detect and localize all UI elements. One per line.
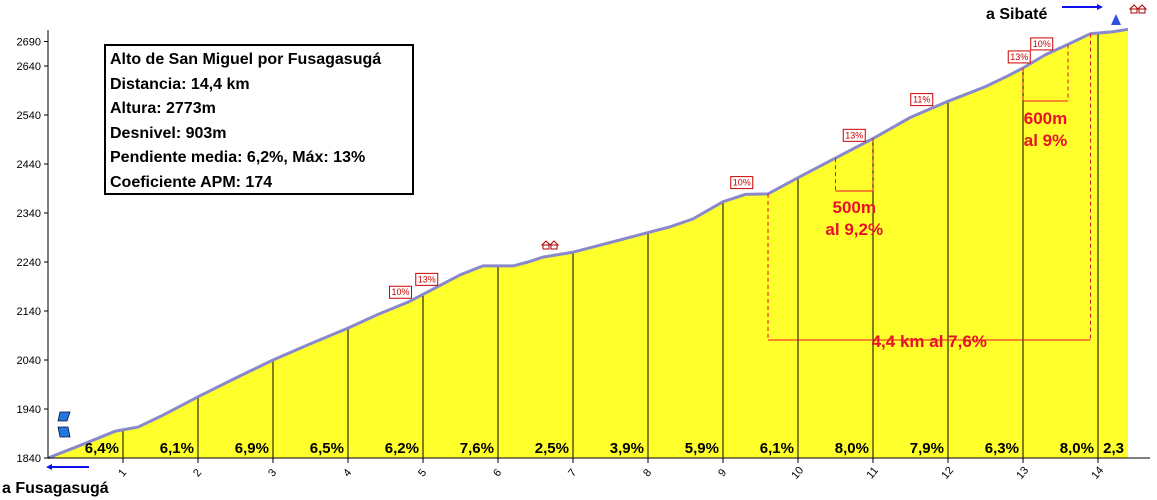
summit-icon [1111, 14, 1121, 25]
house-icon [540, 240, 560, 250]
info-distance: Distancia: 14,4 km [110, 75, 250, 93]
info-title: Alto de San Miguel por Fusagasugá [110, 51, 382, 68]
annotation-label: 600m [1024, 109, 1067, 128]
x-tick-label: 4 [341, 467, 354, 479]
y-tick-label: 2040 [17, 355, 41, 367]
segment-grade-label: 6,1% [160, 440, 194, 457]
segment-grade-label: 2,5% [535, 440, 569, 457]
x-tick-label: 13 [1014, 465, 1031, 482]
grade-marker-box [730, 176, 754, 190]
grade-markers: 10% 13% 10% 13% 11% 13% 10% [389, 37, 1054, 299]
y-tick-label: 2340 [17, 208, 41, 220]
annotations: 4,4 km al 7,6% 500m al 9,2% 600m al 9% [767, 33, 1091, 351]
info-gradient: Pendiente media: 6,2%, Máx: 13% [110, 149, 366, 166]
x-tick-label: 2 [191, 467, 204, 479]
x-tick-label: 8 [641, 467, 654, 479]
arrow-left-icon [46, 464, 89, 470]
grade-marker: 11% [910, 93, 934, 107]
x-tick-label: 1 [116, 467, 129, 479]
grade-marker-box [842, 128, 866, 142]
grade-marker: 10% [389, 285, 412, 299]
segment-grade-label: 6,3% [985, 440, 1019, 457]
segment-grade-label: 6,1% [760, 440, 794, 457]
info-elevation-gain: Desnivel: 903m [110, 124, 227, 142]
segment-grade-label: 7,9% [910, 440, 944, 457]
y-tick-label: 1840 [17, 453, 41, 465]
x-tick-label: 3 [266, 467, 279, 479]
grade-marker-box [415, 272, 439, 286]
segment-grade-labels: 6,4% 6,1% 6,9% 6,5% 6,2% 7,6% 2,5% 3,9% 5,9% 6,1%… [85, 440, 1124, 457]
start-sign-icon [57, 411, 71, 438]
grade-marker-label: 13% [418, 274, 436, 284]
y-tick-label: 1940 [17, 404, 41, 416]
end-direction-label: a Sibaté [986, 6, 1047, 23]
y-tick-label: 2240 [17, 257, 41, 269]
grade-marker-box [1030, 37, 1054, 51]
segment-grade-label: 5,9% [685, 440, 719, 457]
start-direction-label: a Fusagasugá [2, 480, 109, 497]
grade-marker-box [1007, 50, 1031, 64]
x-tick-label: 6 [491, 467, 504, 479]
grade-marker: 13% [415, 272, 439, 286]
axes [47, 30, 1150, 459]
x-tick-label: 7 [566, 467, 579, 479]
y-tick-label: 2690 [17, 37, 41, 49]
annotation-label: 500m [833, 198, 876, 217]
info-apm: Coeficiente APM: 174 [110, 173, 273, 191]
x-tick-label: 5 [416, 467, 429, 479]
grade-marker-label: 13% [845, 130, 863, 140]
arrow-right-icon [1062, 4, 1103, 10]
y-tick-label: 2640 [17, 61, 41, 73]
grade-marker-label: 13% [1010, 52, 1028, 62]
x-tick-label: 10 [789, 465, 806, 482]
grade-marker-label: 10% [733, 178, 751, 188]
y-tick-label: 2440 [17, 159, 41, 171]
elevation-line [47, 27, 1129, 460]
grade-marker-box [389, 285, 412, 299]
annotation-label: al 9% [1024, 131, 1067, 150]
decorations: a Fusagasugá a Sibaté [2, 4, 1148, 497]
grade-marker: 10% [1030, 37, 1054, 51]
info-box: Alto de San Miguel por Fusagasugá Distan… [104, 44, 414, 195]
grade-marker: 13% [1007, 50, 1031, 64]
info-altitude: Altura: 2773m [110, 100, 216, 117]
house-icon [1128, 4, 1148, 14]
x-tick-label: 12 [939, 465, 956, 482]
elevation-area [48, 29, 1128, 459]
segment-grade-label: 6,9% [235, 440, 269, 457]
segment-grade-label: 2,3 [1103, 440, 1124, 457]
segment-grade-label: 6,4% [85, 440, 119, 457]
x-tick-label: 14 [1089, 465, 1106, 482]
annotation-label: al 9,2% [825, 220, 883, 239]
segment-grade-label: 6,2% [385, 440, 419, 457]
grade-marker-label: 10% [1033, 39, 1051, 49]
grade-marker: 13% [842, 128, 866, 142]
x-tick-label: 11 [864, 465, 881, 481]
segment-grade-label: 7,6% [460, 440, 494, 457]
segment-grade-label: 6,5% [310, 440, 344, 457]
grade-marker-label: 11% [913, 95, 930, 105]
grade-marker-label: 10% [391, 287, 409, 297]
y-axis-ticks: 1840 1940 2040 2140 2240 2340 2440 2540 2640 2690 [17, 37, 48, 465]
y-tick-label: 2140 [17, 306, 41, 318]
grade-marker-box [910, 93, 934, 107]
segment-grade-label: 8,0% [1060, 440, 1094, 457]
segment-grade-label: 3,9% [610, 440, 644, 457]
y-tick-label: 2540 [17, 110, 41, 122]
km-divider-lines [122, 33, 1099, 458]
annotation-label: 4,4 km al 7,6% [872, 332, 987, 351]
grade-marker: 10% [730, 176, 754, 190]
x-tick-label: 9 [716, 467, 729, 479]
segment-grade-label: 8,0% [835, 440, 869, 457]
x-axis-ticks: 1 2 3 4 5 6 7 8 9 10 11 12 13 14 [116, 458, 1106, 482]
